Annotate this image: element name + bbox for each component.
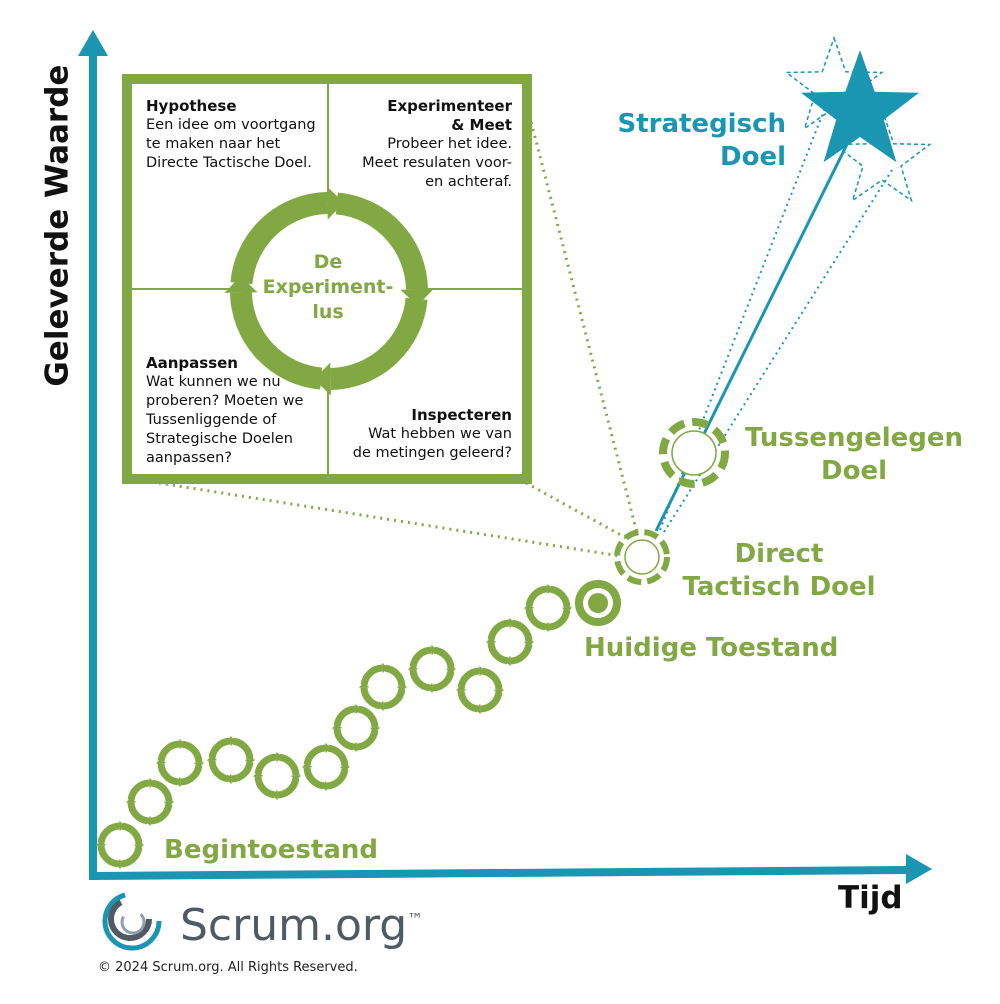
x-axis	[88, 854, 932, 884]
y-axis-label: Geleverde Waarde	[39, 64, 76, 387]
progress-step-1-icon	[95, 820, 145, 870]
adapt-body: Wat kunnen we nu proberen? Moeten we Tus…	[146, 374, 304, 466]
current-state-marker	[575, 580, 621, 626]
intermediate-goal-marker	[659, 418, 729, 488]
current-state-label: Huidige Toestand	[584, 633, 839, 663]
progress-step-9-icon	[407, 644, 457, 694]
progress-step-12-icon	[523, 583, 573, 633]
strategic-goal-star-icon	[784, 35, 932, 203]
progress-steps	[95, 583, 573, 870]
progress-step-3-icon	[155, 738, 205, 788]
inspect-body: Wat hebben we van de metingen geleerd?	[352, 426, 512, 461]
progress-step-2-icon	[125, 777, 175, 827]
hypothesis-heading: Hypothese	[146, 97, 237, 115]
experiment-cycle-icon	[224, 186, 434, 396]
progress-step-10-icon	[455, 665, 505, 715]
progress-step-7-icon	[331, 703, 381, 753]
y-axis-arrowhead	[78, 30, 108, 56]
intermediate-goal-label: Tussengelegen Doel	[744, 423, 964, 486]
inspect-heading: Inspecteren	[411, 406, 512, 424]
brand-name: Scrum	[180, 900, 321, 951]
inspect-quadrant: Inspecteren Wat hebben we van de metinge…	[334, 406, 512, 463]
progress-step-6-icon	[301, 742, 351, 792]
experiment-heading: Experimenteer & Meet	[387, 97, 512, 134]
hypothesis-body: Een idee om voortgang te maken naar het …	[146, 117, 316, 171]
x-axis-arrowhead	[906, 854, 932, 884]
adapt-heading: Aanpassen	[146, 354, 238, 372]
strategic-goal-label: Strategisch Doel	[617, 109, 786, 172]
brand-suffix: .org	[320, 900, 408, 951]
progress-step-8-icon	[358, 662, 408, 712]
experiment-cycle-arrows	[224, 186, 434, 396]
experiment-loop-panel	[122, 74, 532, 484]
x-axis-label: Tijd	[838, 880, 903, 916]
copyright-symbol: ©	[98, 960, 111, 975]
progress-step-4-icon	[206, 735, 256, 785]
brand-trademark: ™	[407, 909, 424, 929]
progress-step-5-icon	[252, 751, 302, 801]
progress-step-11-icon	[485, 617, 535, 667]
tactical-goal-label: Direct Tactisch Doel	[682, 539, 876, 602]
hypothesis-quadrant: Hypothese Een idee om voortgang te maken…	[146, 97, 326, 173]
experiment-body: Probeer het idee. Meet resulaten voor- e…	[362, 136, 512, 190]
zoom-connector-lines	[158, 101, 639, 558]
scrum-logo-icon	[102, 891, 162, 951]
copyright-text: 2024 Scrum.org. All Rights Reserved.	[115, 960, 358, 975]
adapt-quadrant: Aanpassen Wat kunnen we nu proberen? Moe…	[146, 354, 326, 468]
y-axis	[78, 30, 108, 880]
start-state-label: Begintoestand	[164, 835, 378, 865]
copyright-notice: © 2024 Scrum.org. All Rights Reserved.	[98, 960, 358, 975]
scrum-org-logo: Scrum.org™	[180, 900, 423, 951]
tactical-goal-marker	[614, 529, 670, 585]
experiment-loop-title: De Experiment- lus	[262, 251, 394, 323]
experiment-quadrant: Experimenteer & Meet Probeer het idee. M…	[334, 97, 512, 192]
